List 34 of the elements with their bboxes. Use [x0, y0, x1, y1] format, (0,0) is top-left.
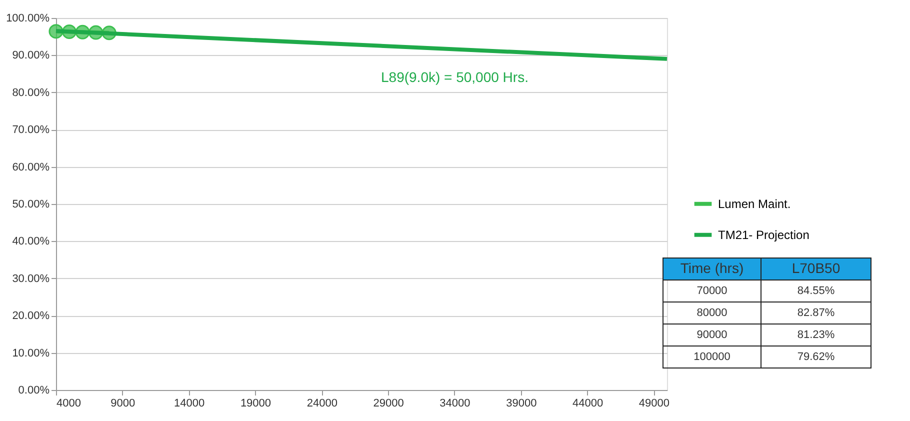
- legend-label: TM21- Projection: [718, 228, 810, 242]
- text: 80000: [696, 307, 728, 319]
- x-tick-label: 34000: [440, 398, 470, 410]
- annotation: L89(9.0k) = 50,000 Hrs.: [381, 69, 528, 85]
- x-tick-label: 14000: [174, 398, 205, 410]
- text: 82.87%: [797, 307, 835, 319]
- y-tick-label: 80.00%: [12, 86, 50, 99]
- text: 84.55%: [797, 285, 835, 297]
- x-tick-label: 49000: [638, 398, 670, 410]
- y-tick-label: 100.00%: [6, 12, 50, 24]
- y-tick-label: 60.00%: [12, 161, 50, 174]
- y-tick-label: 0.00%: [18, 384, 50, 396]
- x-tick-label: 44000: [572, 398, 604, 410]
- y-tick-label: 30.00%: [12, 272, 50, 285]
- x-tick-label: 9000: [110, 398, 136, 410]
- text: Time (hrs): [680, 260, 744, 276]
- x-tick-label: 29000: [373, 398, 404, 410]
- text: 90000: [696, 329, 728, 341]
- text: L70B50: [792, 260, 840, 276]
- legend-label: Lumen Maint.: [718, 196, 791, 211]
- x-tick-label: 19000: [240, 398, 272, 410]
- text: 70000: [696, 285, 728, 297]
- x-tick-label: 4000: [56, 398, 81, 410]
- text: 100000: [694, 351, 730, 363]
- text: 81.23%: [797, 329, 835, 341]
- x-tick-label: 39000: [506, 398, 537, 410]
- y-tick-label: 90.00%: [12, 50, 50, 62]
- y-tick-label: 10.00%: [12, 347, 50, 360]
- y-tick-label: 70.00%: [12, 124, 50, 136]
- y-tick-label: 50.00%: [12, 198, 50, 210]
- x-tick-label: 24000: [306, 398, 338, 410]
- y-tick-label: 40.00%: [12, 236, 50, 248]
- y-tick-label: 20.00%: [12, 310, 50, 322]
- text: 79.62%: [797, 351, 835, 363]
